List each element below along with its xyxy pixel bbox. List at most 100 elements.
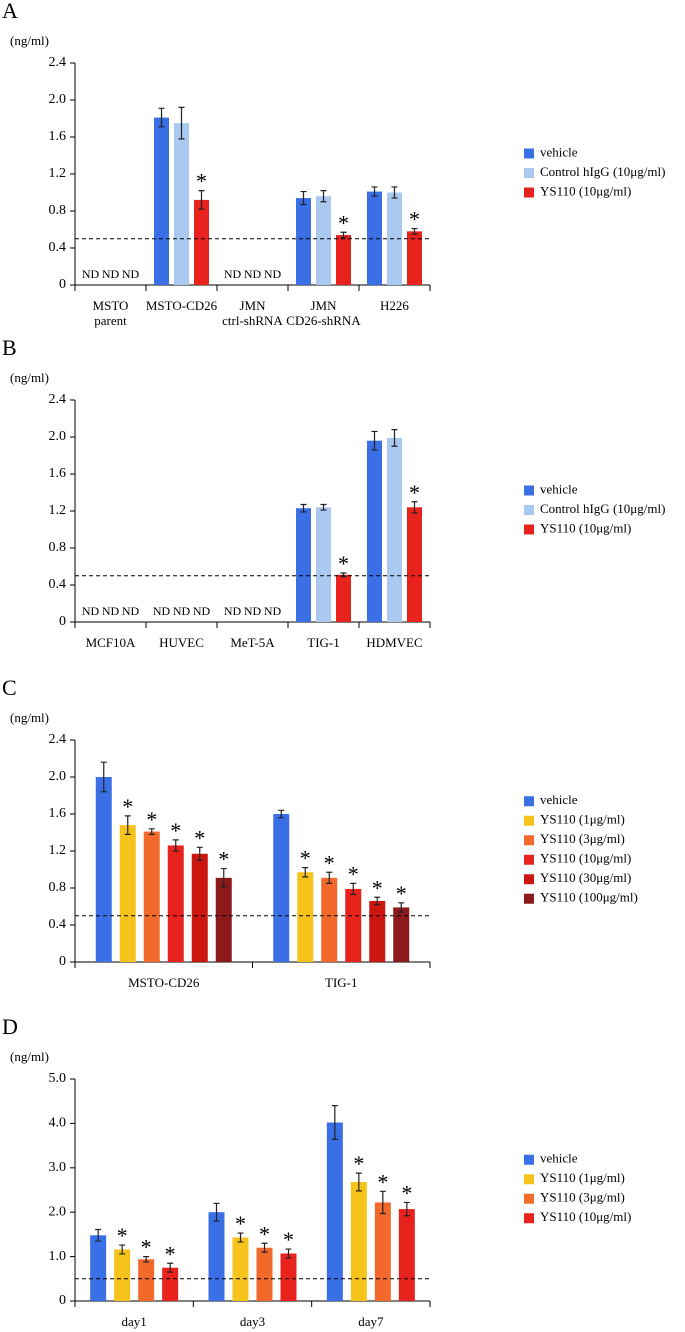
bar — [138, 1259, 155, 1301]
y-tick-label: 2.0 — [49, 92, 67, 107]
legend-swatch — [524, 1154, 534, 1165]
legend-swatch — [524, 796, 534, 807]
bar — [280, 1253, 297, 1301]
x-tick-label: ctrl-shRNA — [222, 313, 283, 328]
bar — [387, 192, 402, 285]
bar — [407, 231, 422, 285]
legend-label: YS110 (3μg/ml) — [540, 831, 625, 846]
bar — [345, 888, 362, 962]
bar — [232, 1237, 249, 1301]
panel-label: C — [2, 675, 17, 700]
bar — [336, 574, 351, 622]
error-bar — [300, 190, 307, 206]
x-tick-label: MSTO — [93, 298, 129, 313]
error-bar — [326, 871, 333, 884]
significance-mark: * — [194, 825, 205, 850]
error-bar — [158, 107, 165, 128]
significance-mark: * — [122, 794, 133, 819]
y-tick-label: 0.4 — [49, 917, 67, 932]
legend-swatch — [524, 1193, 534, 1204]
bar — [393, 907, 410, 962]
error-bar — [300, 503, 307, 513]
x-tick-label: HDMVEC — [366, 635, 422, 650]
error-bar — [398, 902, 405, 913]
y-tick-label: 4.0 — [49, 1116, 67, 1131]
legend-label: YS110 (10μg/ml) — [540, 851, 631, 866]
bar — [398, 1209, 415, 1301]
y-tick-label: 2.4 — [49, 732, 67, 747]
error-bar — [167, 1262, 174, 1273]
y-unit: (ng/ml) — [10, 33, 49, 48]
significance-mark: * — [377, 1169, 388, 1194]
legend-swatch — [524, 1174, 534, 1185]
legend-label: vehicle — [540, 792, 578, 807]
x-tick-label: CD26-shRNA — [286, 313, 361, 328]
bar — [326, 1122, 343, 1301]
x-tick-label: JMN — [310, 298, 337, 313]
error-bar — [403, 1201, 410, 1217]
legend-label: YS110 (1μg/ml) — [540, 1170, 625, 1185]
significance-mark: * — [117, 1223, 128, 1248]
legend-swatch — [524, 505, 534, 515]
bar — [407, 507, 422, 622]
x-tick-label: parent — [94, 313, 127, 328]
legend-swatch — [524, 148, 534, 159]
significance-mark: * — [338, 551, 349, 576]
bar — [367, 191, 382, 285]
error-bar — [220, 867, 227, 888]
legend-label: YS110 (3μg/ml) — [540, 1190, 625, 1205]
x-tick-label: H226 — [380, 298, 409, 313]
panel-label: B — [2, 335, 17, 360]
y-tick-label: 5.0 — [49, 1071, 67, 1086]
significance-mark: * — [196, 169, 207, 194]
bar — [387, 437, 402, 622]
nd-label: ND — [102, 267, 120, 281]
legend-label: Control hIgG (10μg/ml) — [540, 501, 665, 516]
bar — [273, 814, 290, 962]
y-tick-label: 2.0 — [49, 1204, 67, 1219]
y-tick-label: 0.4 — [49, 577, 67, 592]
error-bar — [237, 1232, 244, 1243]
x-tick-label: MeT-5A — [230, 635, 275, 650]
significance-mark: * — [218, 847, 229, 872]
legend-label: vehicle — [540, 481, 578, 496]
bar — [296, 508, 311, 622]
y-tick-label: 1.6 — [49, 806, 67, 821]
significance-mark: * — [353, 1151, 364, 1176]
significance-mark: * — [348, 861, 359, 886]
bar — [167, 845, 184, 962]
nd-label: ND — [82, 604, 100, 618]
error-bar — [119, 1244, 126, 1255]
significance-mark: * — [300, 846, 311, 871]
significance-mark: * — [259, 1221, 270, 1246]
y-tick-label: 1.2 — [49, 166, 67, 181]
x-tick-label: HUVEC — [159, 635, 204, 650]
legend-label: YS110 (10μg/ml) — [540, 183, 631, 198]
y-tick-label: 1.6 — [49, 129, 67, 144]
error-bar — [143, 1256, 150, 1263]
bar — [174, 123, 189, 285]
significance-mark: * — [324, 850, 335, 875]
y-tick-label: 0 — [59, 1293, 66, 1308]
error-bar — [391, 186, 398, 199]
bar — [374, 1202, 391, 1301]
error-bar — [320, 190, 327, 203]
legend-label: YS110 (30μg/ml) — [540, 870, 631, 885]
significance-mark: * — [235, 1211, 246, 1236]
legend-swatch — [524, 874, 534, 885]
y-tick-label: 1.2 — [49, 503, 67, 518]
bar — [143, 831, 160, 962]
y-tick-label: 2.0 — [49, 769, 67, 784]
error-bar — [213, 1202, 220, 1222]
significance-mark: * — [409, 207, 420, 232]
significance-mark: * — [170, 818, 181, 843]
error-bar — [391, 429, 398, 447]
bar — [95, 777, 112, 962]
legend-swatch — [524, 1213, 534, 1224]
legend-label: YS110 (1μg/ml) — [540, 812, 625, 827]
bar — [336, 235, 351, 285]
legend-swatch — [524, 815, 534, 826]
nd-label: ND — [193, 604, 211, 618]
error-bar — [198, 190, 205, 210]
bar — [316, 507, 331, 622]
